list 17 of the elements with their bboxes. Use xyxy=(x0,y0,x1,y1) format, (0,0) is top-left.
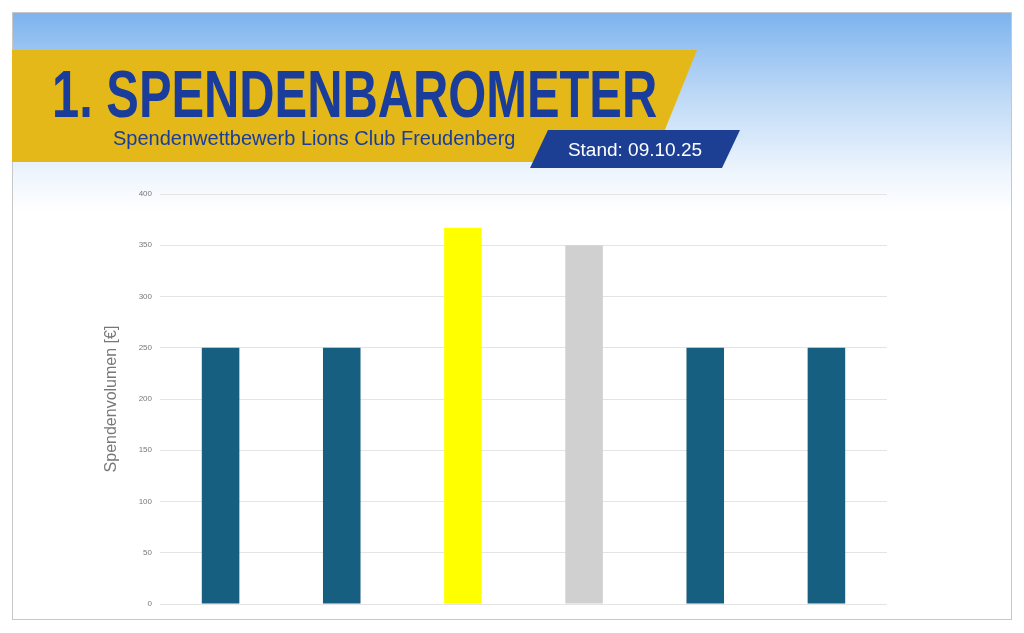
bar xyxy=(686,347,725,604)
y-axis-title: Spendenvolumen [€] xyxy=(102,325,120,473)
bar xyxy=(807,347,846,604)
bar xyxy=(565,245,603,604)
y-tick-label: 250 xyxy=(138,342,153,352)
y-tick-label: 150 xyxy=(138,445,153,455)
y-tick-label: 200 xyxy=(138,394,153,404)
bar xyxy=(201,347,240,604)
y-tick-label: 0 xyxy=(147,599,153,609)
y-tick-label: 300 xyxy=(138,291,153,301)
bar xyxy=(444,227,482,604)
y-tick-label: 400 xyxy=(138,189,153,199)
y-tick-label: 100 xyxy=(138,496,153,506)
text: Stand: 09.10.25 xyxy=(566,138,704,162)
y-tick-label: 350 xyxy=(138,240,153,250)
y-tick-label: 50 xyxy=(143,547,153,557)
bar xyxy=(322,347,361,604)
